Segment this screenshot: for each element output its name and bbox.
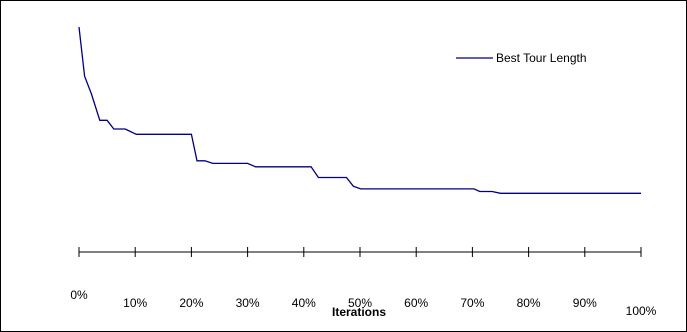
best-tour-length-line xyxy=(78,26,641,194)
x-tick-marks xyxy=(78,247,642,257)
x-tick-label: 50% xyxy=(348,296,372,310)
x-tick-label: 70% xyxy=(460,296,484,310)
legend: Best Tour Length xyxy=(456,51,587,65)
x-tick-labels: 0% 10% 20% 30% 40% 50% 60% 70% 80% 90% 100% xyxy=(70,288,656,318)
legend-label-best-tour-length: Best Tour Length xyxy=(496,51,587,65)
x-tick-label: 0% xyxy=(70,288,88,302)
x-tick-label: 90% xyxy=(573,296,597,310)
x-axis-title: Iterations xyxy=(332,305,386,319)
x-tick-label: 100% xyxy=(626,304,657,318)
x-tick-label: 20% xyxy=(179,296,203,310)
x-tick-label: 60% xyxy=(404,296,428,310)
x-tick-label: 40% xyxy=(292,296,316,310)
x-tick-label: 10% xyxy=(123,296,147,310)
x-tick-label: 80% xyxy=(517,296,541,310)
x-tick-label: 30% xyxy=(236,296,260,310)
